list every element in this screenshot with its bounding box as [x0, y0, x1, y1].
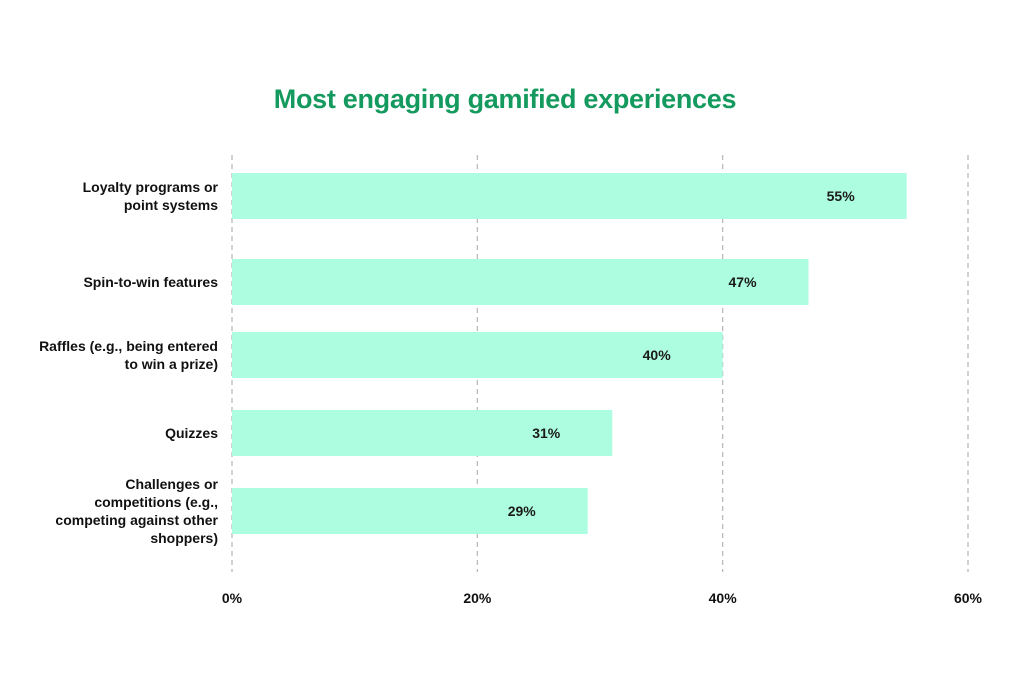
- bar: [232, 410, 613, 456]
- data-label: 55%: [827, 188, 856, 204]
- chart-title: Most engaging gamified experiences: [273, 84, 737, 114]
- data-label: 31%: [532, 425, 561, 441]
- bar: [232, 332, 723, 378]
- x-tick-label: 0%: [222, 590, 243, 606]
- category-label: Challenges or competitions (e.g., competin…: [55, 476, 218, 546]
- x-tick-label: 40%: [709, 590, 738, 606]
- x-tick-label: 60%: [954, 590, 983, 606]
- bar: [232, 259, 809, 305]
- category-label: Raffles (e.g., being entered to win a pri…: [39, 338, 218, 372]
- data-label: 40%: [643, 347, 672, 363]
- category-label: Spin-to-win features: [83, 274, 218, 290]
- bars: [232, 173, 907, 534]
- bar: [232, 488, 588, 534]
- category-label: Loyalty programs or point systems: [83, 179, 219, 213]
- category-label: Quizzes: [165, 425, 218, 441]
- data-label: 47%: [729, 274, 758, 290]
- data-label: 29%: [508, 503, 537, 519]
- bar: [232, 173, 907, 219]
- x-tick-label: 20%: [463, 590, 492, 606]
- labels: 0% 20% 40% 60% 55% Loyalty programs or point s…: [39, 179, 982, 606]
